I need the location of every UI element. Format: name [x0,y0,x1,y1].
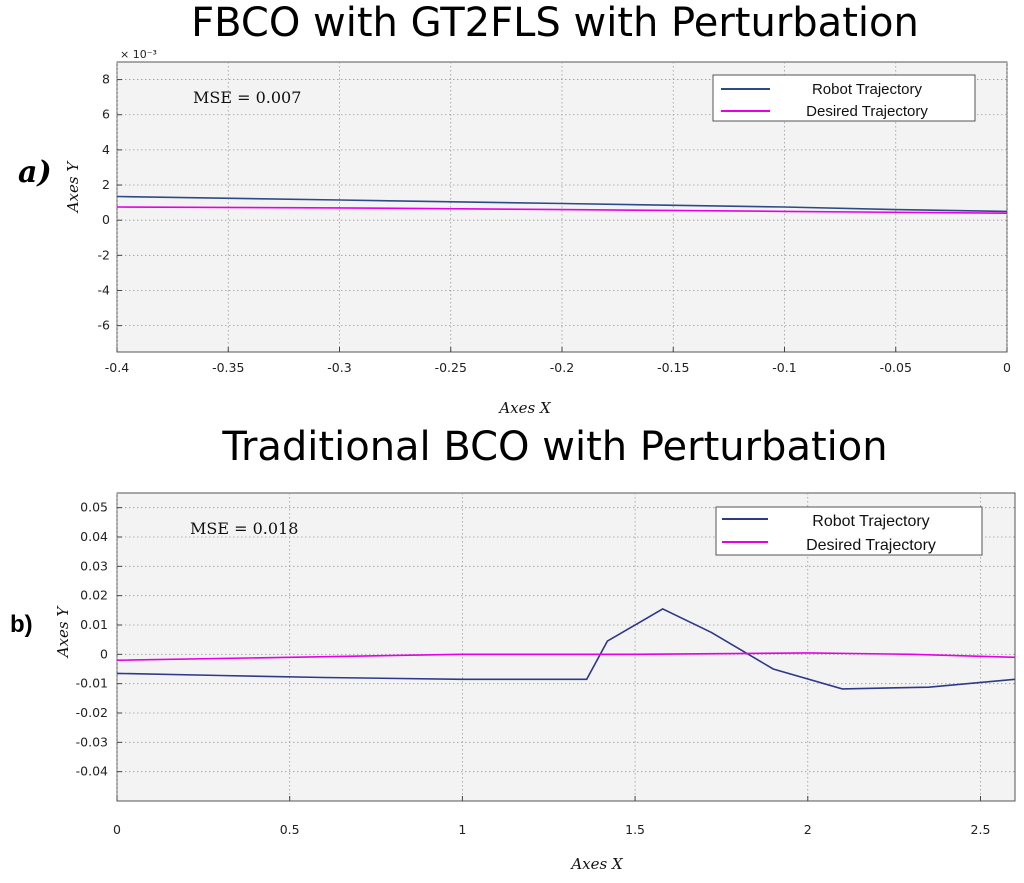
y-tick-label: 0 [102,212,110,227]
y-tick-label: -0.03 [76,734,108,749]
x-tick-label: 0.5 [280,822,300,837]
x-axis-label: Axes X [497,399,552,417]
chart-b: Traditional BCO with Perturbation b) 0 0.5 1… [10,424,1016,873]
x-tick-label: 2 [804,822,812,837]
y-tick-label: -0.01 [76,676,108,691]
panel-label: b) [10,611,33,638]
x-axis-ticks: 0 0.5 1 1.5 2 2.5 [113,796,990,837]
y-exponent-label: × 10⁻³ [120,48,157,61]
x-axis-label: Axes X [569,855,624,873]
y-tick-label: 2 [102,177,110,192]
x-tick-label: -0.4 [105,360,129,375]
series-desired-trajectory [117,206,1007,214]
y-axis-ticks: -0.04 -0.03 -0.02 -0.01 0 0.01 0.02 0.03 0.04 0.0… [76,500,122,779]
legend-label-desired: Desired Trajectory [806,103,928,120]
mse-annotation: MSE = 0.007 [193,88,301,107]
chart-title: FBCO with GT2FLS with Perturbation [191,0,919,46]
y-axis-ticks: -6 -4 -2 0 2 4 6 8 [98,72,122,333]
y-tick-label: -0.04 [76,764,108,779]
y-tick-label: 6 [102,107,110,122]
legend: Robot Trajectory Desired Trajectory [715,506,983,556]
y-tick-label: 8 [102,72,110,87]
x-tick-label: 1 [458,822,466,837]
y-tick-label: 0.03 [80,558,108,573]
y-tick-label: 4 [102,142,110,157]
y-tick-label: 0.05 [80,500,108,515]
chart-title: Traditional BCO with Perturbation [221,424,887,470]
series-desired-trajectory [117,652,1015,661]
y-tick-label: 0.04 [80,529,108,544]
x-tick-label: -0.35 [212,360,244,375]
grid [116,62,1008,352]
x-tick-label: -0.1 [772,360,796,375]
x-axis-ticks: -0.4 -0.35 -0.3 -0.25 -0.2 -0.15 -0.1 -0.05 0 [105,347,1011,375]
grid [116,493,1015,801]
x-tick-label: -0.15 [657,360,689,375]
x-tick-label: -0.25 [435,360,467,375]
y-tick-label: 0.01 [80,617,108,632]
legend-box [712,74,976,122]
legend: Robot Trajectory Desired Trajectory [712,74,976,122]
y-tick-label: 0 [100,646,108,661]
legend-label-desired: Desired Trajectory [806,537,936,554]
x-tick-label: -0.3 [327,360,351,375]
x-tick-label: 0 [1003,360,1011,375]
y-tick-label: -2 [98,247,110,262]
x-tick-label: 1.5 [625,822,645,837]
series-robot-trajectory [117,195,1007,213]
chart-a: FBCO with GT2FLS with Perturbation a) -0.4… [18,0,1011,417]
y-tick-label: -4 [98,282,111,297]
series-robot-trajectory [117,607,1015,690]
x-tick-label: 2.5 [971,822,991,837]
legend-label-robot: Robot Trajectory [812,513,929,530]
mse-annotation: MSE = 0.018 [190,519,298,538]
y-axis-label: Axes Y [64,160,82,215]
panel-label: a) [18,155,52,190]
legend-box [715,506,983,556]
y-tick-label: 0.02 [80,588,108,603]
x-tick-label: 0 [113,822,121,837]
x-tick-label: -0.2 [550,360,574,375]
x-tick-label: -0.05 [880,360,912,375]
legend-label-robot: Robot Trajectory [812,81,923,98]
y-tick-label: -0.02 [76,705,108,720]
y-tick-label: -6 [98,318,111,333]
y-axis-label: Axes Y [54,605,72,660]
